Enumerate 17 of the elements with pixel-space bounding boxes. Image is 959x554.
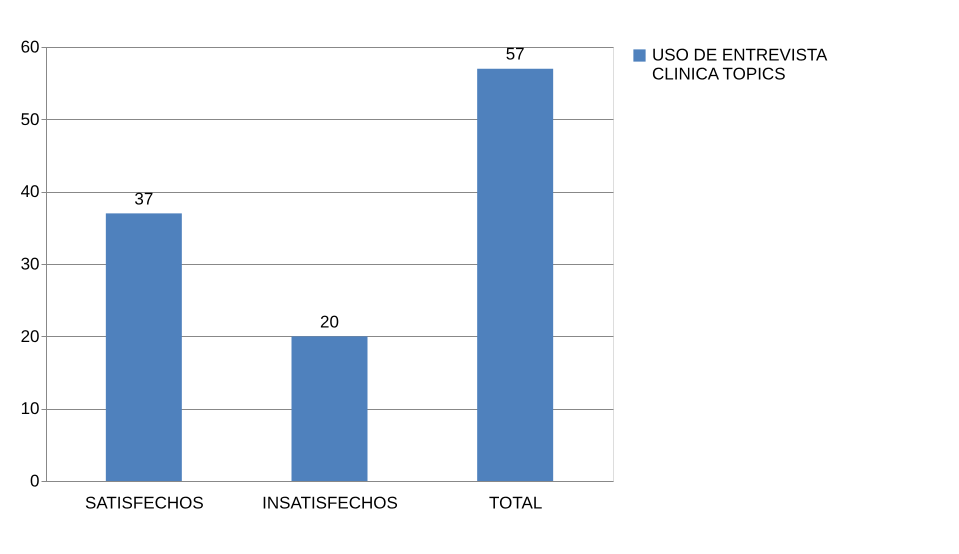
y-tick-label: 10 (20, 399, 40, 418)
y-tick-label: 0 (30, 472, 40, 490)
data-label: 37 (134, 189, 154, 208)
bar (106, 213, 182, 481)
y-tick-label: 40 (20, 182, 40, 202)
data-label: 20 (320, 312, 339, 332)
y-tick-label: 60 (20, 38, 40, 56)
bar (477, 68, 554, 481)
x-tick-label: INSATISFECHOS (262, 494, 398, 512)
bar (292, 336, 368, 481)
data-label: 57 (506, 44, 525, 64)
y-tick-label: 30 (20, 254, 40, 274)
x-tick-label: SATISFECHOS (84, 494, 204, 512)
legend-label: USO DE ENTREVISTA CLINICA TOPICS (652, 46, 828, 84)
y-tick-label: 20 (20, 326, 40, 346)
x-tick-label: TOTAL (489, 494, 542, 512)
y-tick-label: 50 (20, 110, 40, 129)
